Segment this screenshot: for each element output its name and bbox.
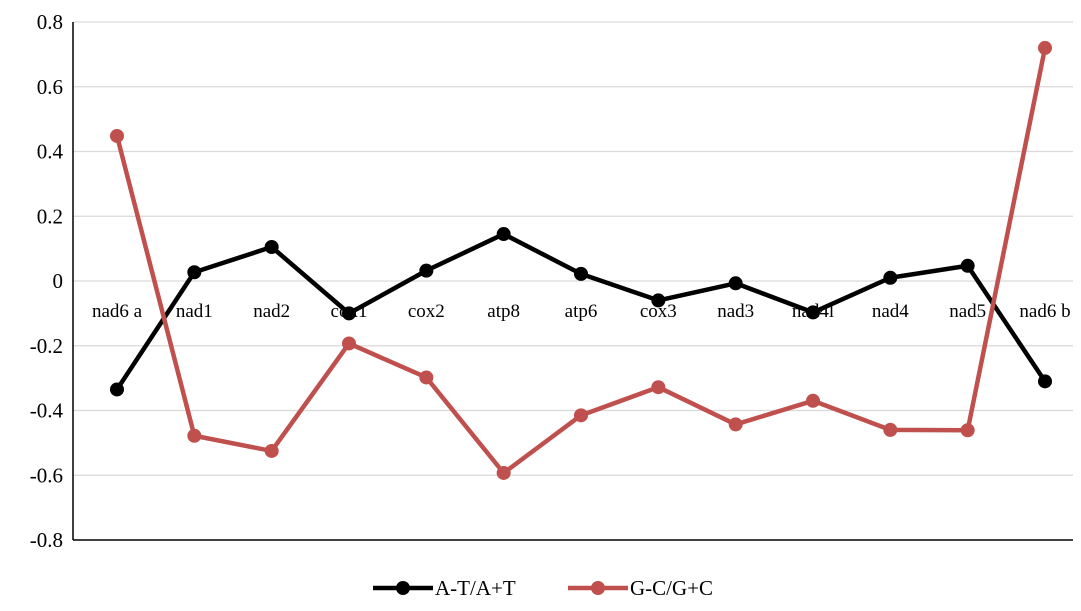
- legend-label: A-T/A+T: [435, 576, 516, 600]
- data-point: [728, 417, 743, 432]
- data-point: [342, 306, 356, 321]
- y-tick-label: 0: [53, 269, 64, 293]
- data-point: [110, 382, 124, 397]
- x-tick-label: nad1: [176, 301, 213, 322]
- legend-marker: [591, 581, 605, 595]
- x-tick-label: nad4l: [792, 301, 834, 322]
- x-axis-ticks: nad6 a nad1 nad2 cox1 cox2 atp8 atp6 cox3 nad3 na…: [92, 301, 1071, 322]
- x-tick-label: nad6 a: [92, 301, 143, 322]
- y-tick-label: -0.2: [30, 334, 63, 358]
- x-tick-label: atp8: [487, 301, 520, 322]
- data-point: [960, 423, 975, 438]
- y-tick-label: -0.8: [30, 528, 63, 552]
- grid-lines: [73, 21, 1073, 476]
- x-tick-label: nad5: [949, 301, 986, 322]
- y-axis-ticks: 0.8 0.6 0.4 0.2 0 -0.2 -0.4 -0.6 -0.8: [30, 10, 64, 552]
- data-point: [419, 370, 434, 385]
- data-point: [960, 258, 975, 273]
- y-tick-label: -0.4: [30, 399, 64, 423]
- legend-marker: [396, 581, 410, 595]
- x-tick-label: cox1: [331, 301, 368, 322]
- series-at: [110, 227, 1052, 397]
- data-point: [806, 393, 820, 408]
- data-point: [187, 428, 202, 443]
- y-tick-label: 0.4: [37, 140, 64, 164]
- data-point: [1038, 374, 1052, 389]
- legend-item: G-C/G+C: [568, 576, 713, 600]
- x-tick-label: nad3: [717, 301, 754, 322]
- y-tick-label: 0.6: [37, 75, 63, 99]
- legend-label: G-C/G+C: [630, 576, 713, 600]
- x-tick-label: nad4: [872, 301, 909, 322]
- x-tick-label: cox2: [408, 301, 445, 322]
- data-point: [651, 380, 666, 395]
- legend: A-T/A+T G-C/G+C: [373, 576, 713, 600]
- data-point: [342, 336, 356, 351]
- axes: [72, 22, 1073, 541]
- y-tick-label: 0.8: [37, 10, 63, 34]
- data-point: [496, 465, 511, 480]
- data-point: [1038, 40, 1052, 55]
- series-lines: [110, 40, 1052, 480]
- data-point: [110, 128, 124, 143]
- x-tick-label: cox3: [640, 301, 677, 322]
- x-tick-label: nad2: [253, 301, 290, 322]
- data-point: [574, 266, 588, 281]
- data-point: [187, 265, 202, 280]
- data-point: [574, 408, 588, 423]
- x-tick-label: atp6: [565, 301, 598, 322]
- data-point: [419, 263, 434, 278]
- data-point: [496, 227, 511, 242]
- data-point: [806, 305, 820, 320]
- data-point: [651, 293, 666, 308]
- legend-item: A-T/A+T: [373, 576, 516, 600]
- data-point: [728, 276, 743, 291]
- data-point: [264, 443, 279, 458]
- data-point: [264, 240, 279, 255]
- data-point: [883, 270, 898, 285]
- x-tick-label: nad6 b: [1019, 301, 1070, 322]
- series-gc: [110, 40, 1052, 480]
- y-tick-label: -0.6: [30, 463, 63, 487]
- y-tick-label: 0.2: [37, 204, 63, 228]
- data-point: [883, 422, 898, 437]
